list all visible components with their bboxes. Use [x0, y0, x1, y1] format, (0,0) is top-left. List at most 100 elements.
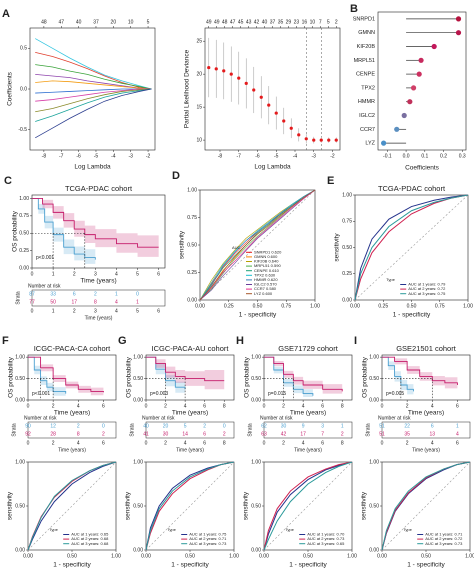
gene-label: MRPL51	[354, 58, 375, 64]
confidence-band	[28, 357, 104, 397]
panel-label: D	[172, 170, 180, 182]
x-tick-label: 6	[157, 271, 160, 277]
risk-time-label: 1	[52, 308, 55, 314]
gene-label: LYZ	[365, 141, 375, 147]
chart-title: TCGA-PDAC cohort	[378, 184, 446, 193]
at-risk-count: 28	[50, 431, 56, 437]
x-tick-label: 2	[73, 271, 76, 277]
top-tick-label: 7	[319, 19, 322, 25]
top-tick-label: 20	[111, 19, 117, 25]
risk-time-label: 6	[102, 440, 105, 446]
lollipop-dot	[418, 57, 424, 63]
plot-frame	[27, 354, 117, 401]
y-tick-label: 0.00	[369, 397, 379, 403]
at-risk-count: 0	[102, 423, 105, 429]
roc-curve	[354, 194, 469, 301]
at-risk-count: 6	[73, 291, 76, 297]
top-tick-label: 10	[310, 19, 316, 25]
at-risk-count: 4	[115, 299, 118, 305]
deviance-point	[229, 72, 233, 76]
risk-time-label: 4	[431, 440, 434, 446]
at-risk-count: 13	[430, 431, 436, 437]
x-tick-label: 4	[302, 403, 305, 409]
roc-curve	[263, 461, 353, 551]
top-tick-label: 40	[262, 19, 268, 25]
confidence-band	[32, 198, 96, 266]
strata-label: Strata	[247, 423, 253, 437]
coefficient-path	[35, 88, 152, 113]
lollipop-dot	[416, 71, 422, 77]
y-tick-label: 15	[196, 104, 202, 110]
x-tick-label: 0.3	[459, 153, 466, 159]
plot-frame	[377, 11, 467, 151]
y-tick-label: 0.0	[20, 86, 27, 92]
legend-label: TPX2 0.630	[254, 272, 276, 277]
top-tick-label: 10	[128, 19, 134, 25]
x-axis-label: 1 - specificity	[407, 562, 445, 569]
risk-time-label: 0	[145, 440, 148, 446]
survival-curve	[264, 356, 343, 392]
x-axis-label: Time (years)	[290, 410, 326, 417]
x-tick-label: 0.50	[407, 303, 417, 309]
x-tick-label: -7	[237, 153, 242, 159]
chart-title: ICGC-PACA-AU cohort	[152, 344, 230, 353]
x-tick-label: 0.50	[303, 553, 313, 559]
at-risk-count: 30	[281, 423, 287, 429]
at-risk-count: 50	[50, 299, 56, 305]
confidence-band	[264, 357, 313, 399]
y-axis-label: OS probability	[12, 210, 19, 252]
x-axis-label: Time (years)	[54, 410, 90, 417]
y-tick-label: 10	[196, 137, 202, 143]
risk-title: Number at risk	[24, 415, 57, 421]
y-tick-label: 0.75	[342, 219, 352, 225]
y-tick-label: 0.25	[187, 270, 197, 276]
y-tick-label: 25	[196, 39, 202, 45]
legend-label: AUC at 3 years: 0.65	[307, 541, 345, 546]
y-tick-label: 0.50	[369, 503, 379, 509]
survival-curve	[382, 356, 458, 385]
survival-curve	[32, 198, 159, 248]
reference-diagonal	[145, 461, 235, 551]
plot-frame	[204, 27, 341, 151]
x-tick-label: -5	[94, 153, 99, 159]
top-tick-label: 47	[58, 19, 64, 25]
p-value: p<0.001	[32, 391, 50, 397]
risk-time-label: 4	[115, 308, 118, 314]
x-tick-label: 3	[94, 271, 97, 277]
y-tick-label: 0.50	[251, 503, 261, 509]
at-risk-count: 20	[163, 423, 169, 429]
x-tick-label: 0.50	[253, 303, 263, 309]
at-risk-count: 90	[25, 423, 31, 429]
risk-time-label: 5	[136, 308, 139, 314]
x-tick-label: 0.00	[259, 553, 269, 559]
x-tick-label: -8	[218, 153, 223, 159]
strata-label: Strata	[129, 423, 135, 437]
x-tick-label: 6	[321, 403, 324, 409]
risk-time-label: 4	[184, 440, 187, 446]
x-tick-label: 0	[381, 403, 384, 409]
at-risk-count: 1	[456, 423, 459, 429]
reference-diagonal	[354, 194, 469, 301]
panel-label: F	[2, 335, 9, 347]
x-tick-label: 2	[406, 403, 409, 409]
gene-label: KIF20B	[357, 44, 376, 50]
plot-frame	[31, 194, 166, 269]
risk-time-label: 2	[73, 308, 76, 314]
lollipop-dot	[455, 16, 462, 22]
x-tick-label: 0.1	[421, 153, 428, 159]
at-risk-count: 6	[431, 423, 434, 429]
risk-x-label: Time (years)	[176, 447, 204, 453]
top-tick-label: 49	[206, 19, 212, 25]
x-axis-label: 1 - specificity	[393, 312, 431, 319]
at-risk-count: 12	[50, 423, 56, 429]
at-risk-count: 33	[50, 291, 56, 297]
x-tick-label: 0.2	[440, 153, 447, 159]
y-tick-label: 20	[196, 71, 202, 77]
coefficient-path	[35, 52, 152, 90]
at-risk-count: 1	[115, 291, 118, 297]
panel-label: A	[2, 8, 10, 20]
y-tick-label: 1.00	[342, 192, 352, 198]
x-tick-label: -3	[312, 153, 317, 159]
risk-time-label: 6	[321, 440, 324, 446]
at-risk-count: 87	[29, 291, 35, 297]
